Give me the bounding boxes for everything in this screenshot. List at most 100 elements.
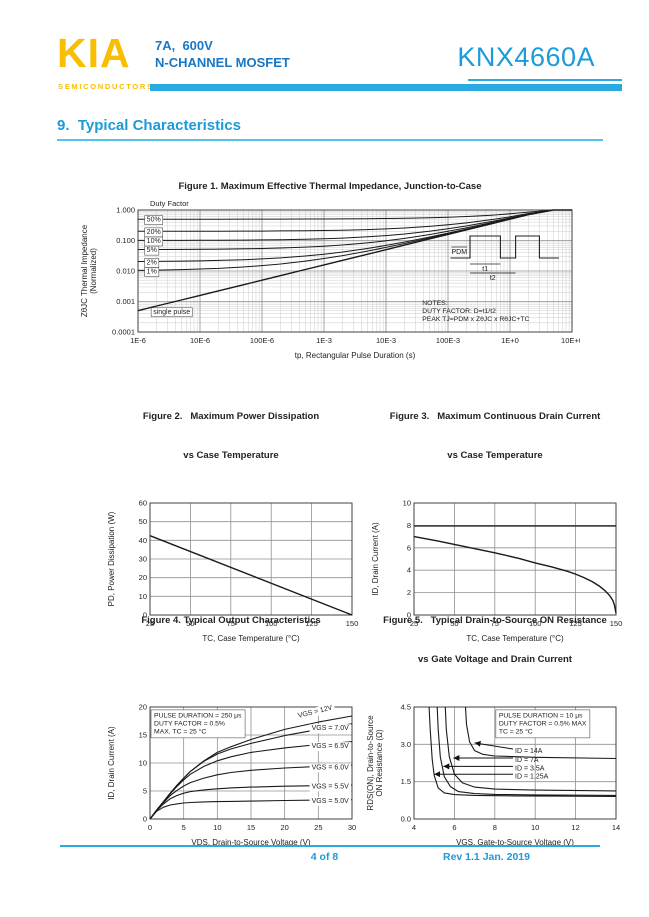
svg-text:100: 100	[529, 619, 542, 628]
header-accent-bar	[150, 84, 622, 91]
svg-text:0.100: 0.100	[116, 236, 135, 245]
svg-text:PD, Power Dissipation (W): PD, Power Dissipation (W)	[107, 511, 116, 606]
svg-text:DUTY FACTOR = 0.5% MAX: DUTY FACTOR = 0.5% MAX	[499, 720, 587, 727]
figure-1-chart: 1E-6 10E-6 100E-6 1E-3 10E-3 100E-3 1E+0 10E+0 1…	[80, 196, 583, 383]
svg-text:20: 20	[139, 703, 147, 712]
svg-text:ID = 3.5A: ID = 3.5A	[515, 766, 545, 773]
svg-text:Duty Factor: Duty Factor	[150, 199, 189, 208]
svg-text:125: 125	[305, 619, 318, 628]
figure-1: Figure 1. Maximum Effective Thermal Impe…	[80, 180, 583, 383]
svg-text:8: 8	[493, 823, 497, 832]
figure-4: Figure 4. Typical Output Characteristics…	[102, 588, 360, 862]
svg-text:ID, Drain Current (A): ID, Drain Current (A)	[107, 726, 116, 800]
svg-text:6: 6	[452, 823, 456, 832]
figure-3-title-line2: vs Case Temperature	[447, 450, 543, 461]
svg-text:tp, Rectangular Pulse Duration: tp, Rectangular Pulse Duration (s)	[295, 351, 416, 360]
svg-text:1E+0: 1E+0	[501, 336, 519, 345]
svg-text:0.001: 0.001	[116, 297, 135, 306]
svg-text:10: 10	[139, 592, 147, 601]
figure-2-chart: 25 50 75 100 125 150 0 10 20 30 40 50 60 TC, Case Tem…	[102, 491, 360, 658]
svg-text:5: 5	[143, 787, 147, 796]
logo-subtitle: SEMICONDUCTORS	[58, 82, 154, 91]
svg-text:60: 60	[139, 499, 147, 508]
svg-text:DUTY FACTOR: D=t1/t2: DUTY FACTOR: D=t1/t2	[422, 308, 496, 315]
figure-2-title-line1: Figure 2. Maximum Power Dissipation	[142, 411, 320, 422]
svg-text:4.5: 4.5	[401, 703, 411, 712]
svg-text:14: 14	[612, 823, 620, 832]
svg-text:TC, Case Temperature (°C): TC, Case Temperature (°C)	[202, 634, 300, 643]
figure-5-chart: 4 6 8 10 12 14 0.0 1.5 3.0 4.5 ID = 14A ID = 7A ID =…	[366, 695, 624, 862]
svg-text:DUTY FACTOR = 0.5%: DUTY FACTOR = 0.5%	[154, 720, 225, 727]
svg-text:ID, Drain Current (A): ID, Drain Current (A)	[371, 522, 380, 596]
svg-text:0: 0	[407, 611, 411, 620]
figure-2: Figure 2. Maximum Power Dissipation vs C…	[102, 384, 360, 658]
svg-text:20: 20	[280, 823, 288, 832]
svg-text:0: 0	[143, 815, 147, 824]
svg-text:5: 5	[182, 823, 186, 832]
svg-text:100E-6: 100E-6	[250, 336, 274, 345]
svg-text:20: 20	[139, 573, 147, 582]
svg-text:0.010: 0.010	[116, 267, 135, 276]
figure-4-title-line1: Figure 4. Typical Output Characteristics	[141, 615, 321, 626]
figure-4-chart: 0 5 10 15 20 25 30 0 5 10 15 20 VGS = 12V VGS = 7.0V V…	[102, 695, 360, 862]
section-heading-rule	[57, 139, 603, 141]
svg-text:150: 150	[346, 619, 359, 628]
svg-text:150: 150	[610, 619, 623, 628]
svg-text:1%: 1%	[147, 269, 157, 276]
svg-text:50: 50	[139, 517, 147, 526]
device-rating: 7A, 600V	[155, 38, 213, 53]
figure-4-title: Figure 4. Typical Output Characteristics	[102, 588, 360, 692]
svg-text:VGS = 5.0V: VGS = 5.0V	[312, 798, 349, 805]
svg-text:VDS, Drain-to-Source Voltage (: VDS, Drain-to-Source Voltage (V)	[191, 838, 310, 847]
svg-text:75: 75	[491, 619, 499, 628]
figure-3-chart: 25 50 75 100 125 150 0 2 4 6 8 10 TC, Case Temperatu…	[366, 491, 624, 658]
device-type: N-CHANNEL MOSFET	[155, 55, 290, 70]
svg-text:10: 10	[139, 759, 147, 768]
figure-4-title-line2	[102, 653, 360, 666]
figure-5-title-line1: Figure 5. Typical Drain-to-Source ON Res…	[383, 615, 607, 626]
svg-text:VGS = 5.5V: VGS = 5.5V	[312, 783, 349, 790]
svg-text:5%: 5%	[147, 247, 157, 254]
svg-text:100: 100	[265, 619, 278, 628]
svg-text:12: 12	[571, 823, 579, 832]
svg-text:RDS(ON), Drain-to-Source: RDS(ON), Drain-to-Source	[366, 715, 375, 811]
svg-text:10: 10	[403, 499, 411, 508]
svg-text:4: 4	[412, 823, 416, 832]
figure-5: Figure 5. Typical Drain-to-Source ON Res…	[366, 588, 624, 862]
svg-text:10%: 10%	[147, 238, 161, 245]
svg-text:t2: t2	[490, 275, 496, 282]
svg-text:75: 75	[227, 619, 235, 628]
figure-3-title: Figure 3. Maximum Continuous Drain Curre…	[366, 384, 624, 488]
svg-text:TC, Case Temperature (°C): TC, Case Temperature (°C)	[466, 634, 564, 643]
svg-text:50%: 50%	[147, 217, 161, 224]
svg-text:15: 15	[247, 823, 255, 832]
svg-text:2: 2	[407, 588, 411, 597]
footer-rule	[60, 845, 600, 847]
svg-text:25: 25	[410, 619, 418, 628]
svg-text:30: 30	[139, 555, 147, 564]
figure-1-title: Figure 1. Maximum Effective Thermal Impe…	[178, 181, 482, 192]
svg-text:8: 8	[407, 521, 411, 530]
svg-text:10: 10	[213, 823, 221, 832]
svg-text:3.0: 3.0	[401, 740, 411, 749]
svg-text:0.0: 0.0	[401, 815, 411, 824]
svg-text:20%: 20%	[147, 229, 161, 236]
svg-text:(Normalized): (Normalized)	[89, 248, 98, 294]
svg-text:50: 50	[186, 619, 194, 628]
svg-text:ZθJC Thermal Impedance: ZθJC Thermal Impedance	[80, 224, 89, 317]
section-heading: 9. Typical Characteristics	[57, 117, 241, 134]
svg-text:VGS = 7.0V: VGS = 7.0V	[312, 725, 349, 732]
svg-text:0: 0	[143, 611, 147, 620]
svg-text:MAX. TC = 25 °C: MAX. TC = 25 °C	[154, 727, 206, 735]
svg-text:4: 4	[407, 566, 411, 575]
svg-text:PULSE DURATION = 250 μs: PULSE DURATION = 250 μs	[154, 712, 242, 719]
svg-text:0.0001: 0.0001	[112, 328, 135, 337]
svg-text:2%: 2%	[147, 259, 157, 266]
svg-text:1.5: 1.5	[401, 777, 411, 786]
svg-text:1.000: 1.000	[116, 206, 135, 215]
kia-logo: KIA	[57, 30, 131, 76]
svg-text:25: 25	[314, 823, 322, 832]
svg-text:30: 30	[348, 823, 356, 832]
svg-text:ID = 14A: ID = 14A	[515, 748, 543, 755]
